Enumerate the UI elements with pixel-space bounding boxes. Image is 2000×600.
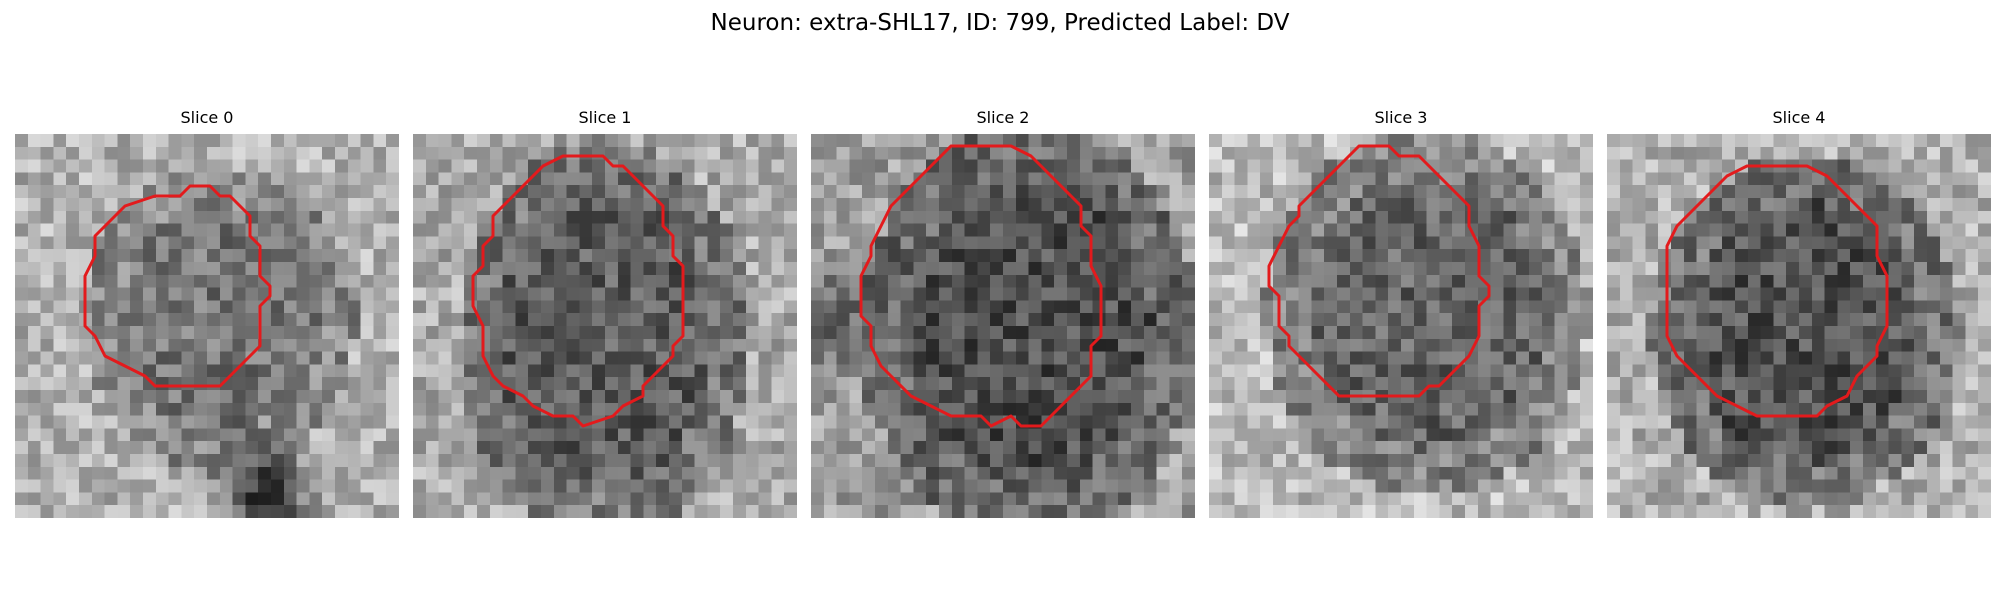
- roi-contour: [1665, 164, 1889, 418]
- microscopy-image: [811, 134, 1195, 518]
- slice-title: Slice 3: [1374, 108, 1428, 127]
- slice-panel-0: Slice 0: [15, 108, 399, 518]
- slice-title: Slice 1: [578, 108, 632, 127]
- roi-contour: [83, 184, 272, 388]
- slice-panel-3: Slice 3: [1209, 108, 1593, 518]
- slice-panel-1: Slice 1: [413, 108, 797, 518]
- microscopy-image: [1209, 134, 1593, 518]
- slice-panel-4: Slice 4: [1607, 108, 1991, 518]
- slice-panel-2: Slice 2: [811, 108, 1195, 518]
- microscopy-image: [1607, 134, 1991, 518]
- slice-title: Slice 0: [180, 108, 234, 127]
- microscopy-image: [15, 134, 399, 518]
- slice-title: Slice 4: [1772, 108, 1826, 127]
- microscopy-image: [413, 134, 797, 518]
- roi-contour: [859, 144, 1103, 428]
- roi-contour: [471, 154, 685, 428]
- slice-title: Slice 2: [976, 108, 1030, 127]
- figure-title: Neuron: extra-SHL17, ID: 799, Predicted …: [710, 10, 1290, 36]
- roi-contour: [1267, 144, 1491, 398]
